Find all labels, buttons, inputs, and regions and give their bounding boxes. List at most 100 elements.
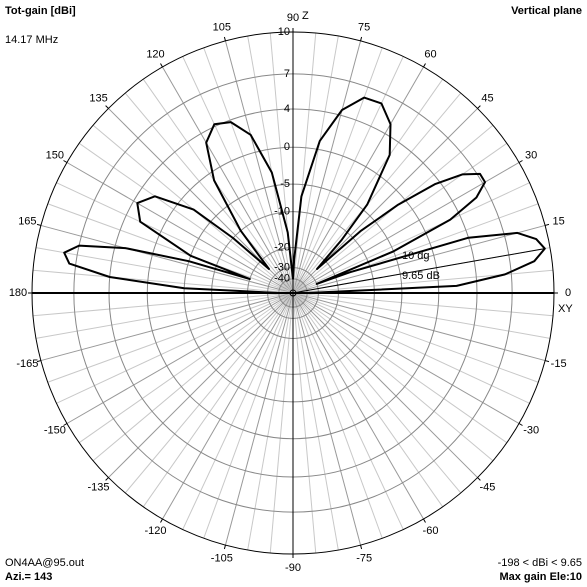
angle-tick (423, 63, 426, 68)
spoke (292, 292, 424, 520)
spoke (292, 292, 546, 362)
angle-tick (360, 36, 363, 42)
spoke (32, 292, 294, 317)
spoke (66, 162, 294, 294)
spoke (32, 269, 294, 294)
spoke (292, 292, 462, 494)
angle-tick-label: -75 (356, 553, 372, 565)
chart-title: Tot-gain [dBi] (5, 5, 76, 17)
spoke (292, 142, 508, 294)
spoke (292, 92, 462, 294)
spoke (203, 292, 294, 539)
spoke (40, 224, 294, 294)
spoke (292, 292, 317, 554)
angle-tick (63, 423, 68, 426)
spoke (162, 66, 294, 294)
spoke (292, 269, 554, 294)
max-gain-label: 9.65 dB (402, 270, 440, 282)
file-label: ON4AA@95.out (5, 557, 84, 569)
spoke (292, 292, 508, 444)
spoke (292, 35, 339, 294)
r-tick-label: 4 (284, 103, 290, 115)
spoke (47, 203, 294, 294)
angle-tick (544, 360, 550, 363)
angle-tick-label: 90 (287, 12, 299, 24)
angle-tick (544, 223, 550, 226)
spoke (247, 292, 294, 551)
angle-tick-label: 45 (481, 92, 493, 104)
angle-tick-label: 75 (358, 21, 370, 33)
angle-tick-label: -150 (44, 424, 66, 436)
angle-tick (477, 477, 481, 481)
angle-tick-label: 105 (213, 21, 231, 33)
spoke (92, 292, 294, 462)
angle-tick-label: 120 (146, 49, 164, 61)
spoke (292, 292, 362, 546)
angle-tick-label: -135 (88, 481, 110, 493)
angle-tick (160, 63, 163, 68)
center-dot (289, 289, 297, 297)
angle-tick (518, 160, 523, 163)
spoke (292, 292, 444, 508)
spoke (224, 292, 294, 546)
spoke (78, 292, 294, 444)
angle-tick (105, 105, 109, 109)
angle-tick (223, 544, 226, 550)
z-axis-label: Z (302, 10, 309, 22)
xy-axis-label: XY (558, 303, 573, 315)
spoke (292, 292, 478, 478)
angle-tick-label: -30 (523, 424, 539, 436)
spoke (292, 292, 554, 317)
max-gain-label: Max gain Ele:10 (499, 571, 582, 583)
r-tick-label: 10 (278, 26, 290, 38)
angle-tick-label: 30 (525, 149, 537, 161)
chart-subtitle: 14.17 MHz (5, 34, 58, 46)
r-tick-label: -40 (274, 273, 290, 285)
angle-tick (105, 477, 109, 481)
r-tick-label: -5 (280, 178, 290, 190)
spoke (35, 292, 294, 339)
spoke (124, 92, 294, 294)
spoke (182, 292, 294, 530)
angle-tick-label: 0 (565, 287, 571, 299)
angle-tick-label: -165 (16, 358, 38, 370)
spoke (292, 32, 317, 294)
spoke (269, 292, 294, 554)
spoke (292, 292, 494, 462)
r-tick-label: -30 (274, 262, 290, 274)
spoke (162, 292, 294, 520)
spoke (292, 292, 530, 404)
angle-tick-label: 15 (553, 216, 565, 228)
angle-tick (36, 223, 42, 226)
spoke (108, 292, 294, 478)
spoke (292, 292, 383, 539)
spoke (56, 182, 294, 294)
spoke (292, 78, 444, 294)
spoke (40, 292, 294, 362)
max-gain-line (292, 248, 545, 294)
angle-tick (360, 544, 363, 550)
spoke (292, 66, 424, 294)
angle-tick (36, 360, 42, 363)
spoke (292, 292, 404, 530)
angle-tick (160, 518, 163, 523)
spoke (292, 56, 404, 294)
r-tick-label: 7 (284, 68, 290, 80)
spoke (142, 292, 294, 508)
angle-tick (477, 105, 481, 109)
angle-tick-label: -120 (144, 525, 166, 537)
angle-tick (423, 518, 426, 523)
spoke (292, 162, 520, 294)
gain-pattern (63, 96, 546, 294)
spoke (292, 292, 339, 551)
max-angle-label: 10 dg (402, 250, 430, 262)
spoke (47, 292, 294, 383)
spoke (203, 47, 294, 294)
spoke (124, 292, 294, 494)
spoke (78, 142, 294, 294)
spoke (224, 40, 294, 294)
azimuth-label: Azi.= 143 (5, 571, 52, 583)
spoke (292, 292, 551, 339)
spoke (292, 47, 383, 294)
angle-tick (518, 423, 523, 426)
